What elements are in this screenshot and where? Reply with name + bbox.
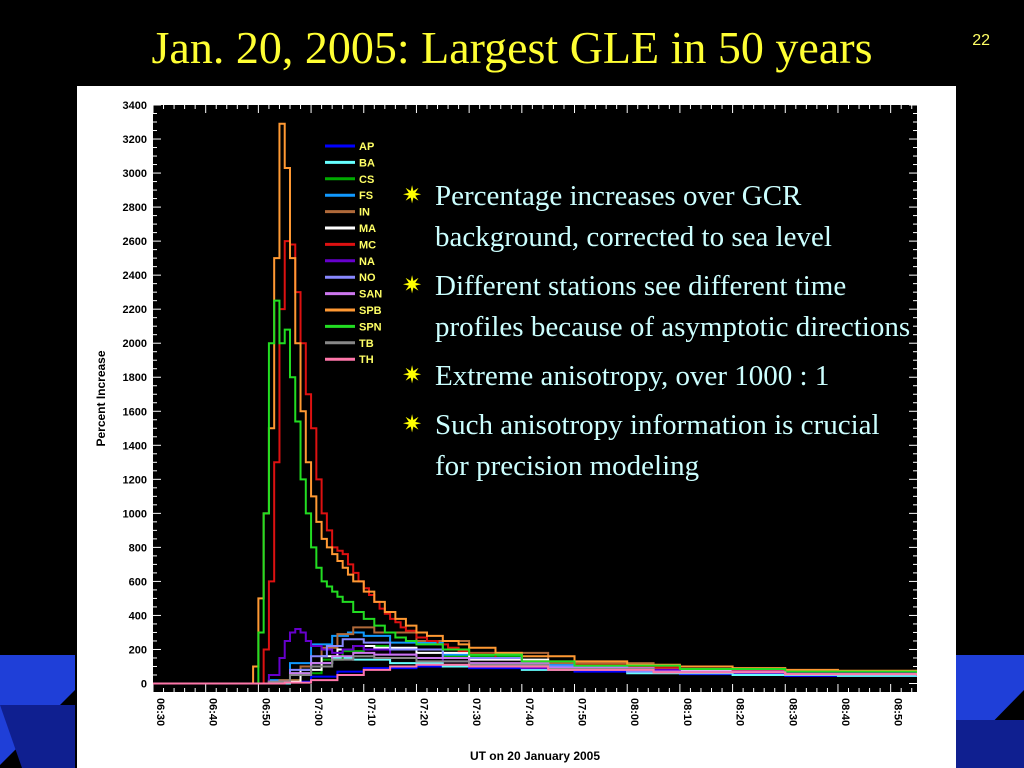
- x-tick-label: 07:40: [523, 698, 535, 726]
- star-bullet-icon: ✷: [402, 363, 423, 389]
- bullet-list: ✷ Percentage increases over GCR backgrou…: [400, 176, 920, 495]
- x-tick-label: 07:50: [576, 698, 588, 726]
- series-line-spn: [153, 299, 917, 685]
- y-tick-label: 2600: [123, 236, 147, 248]
- x-tick-label: 06:40: [207, 698, 219, 726]
- x-tick-label: 06:30: [154, 698, 166, 726]
- x-tick-label: 07:10: [365, 698, 377, 726]
- legend-label-ma: MA: [359, 223, 376, 235]
- y-tick-label: 1200: [123, 474, 147, 486]
- bullet-text: Different stations see different time pr…: [435, 270, 911, 343]
- y-axis-label: Percent Increase: [94, 350, 108, 446]
- y-tick-label: 3400: [123, 100, 147, 112]
- legend-label-ap: AP: [359, 141, 374, 153]
- bullet-text: Such anisotropy information is crucial f…: [435, 409, 880, 482]
- x-tick-label: 08:40: [839, 698, 851, 726]
- y-tick-label: 2800: [123, 202, 147, 214]
- bullet-text: Extreme anisotropy, over 1000 : 1: [435, 360, 830, 392]
- bullet-item: ✷ Percentage increases over GCR backgrou…: [400, 176, 920, 258]
- y-tick-label: 1800: [123, 372, 147, 384]
- legend-label-spn: SPN: [359, 321, 382, 333]
- y-tick-label: 1000: [123, 508, 147, 520]
- legend-label-tb: TB: [359, 338, 374, 350]
- legend-label-fs: FS: [359, 190, 373, 202]
- gle-chart: 0 200 400 600 800 1000 1200 1400 1600 1800 2000 220…: [94, 100, 917, 763]
- series-line-th: [153, 663, 917, 685]
- x-tick-label: 07:00: [312, 698, 324, 726]
- series-line-spb: [153, 122, 917, 685]
- star-bullet-icon: ✷: [402, 412, 423, 438]
- star-bullet-icon: ✷: [402, 273, 423, 299]
- chart-panel: 0 200 400 600 800 1000 1200 1400 1600 1800 2000 220…: [77, 86, 956, 768]
- y-tick-label: 400: [129, 610, 147, 622]
- bullet-item: ✷ Such anisotropy information is crucial…: [400, 405, 920, 487]
- legend-label-cs: CS: [359, 174, 374, 186]
- legend-label-th: TH: [359, 354, 374, 366]
- x-axis-label: UT on 20 January 2005: [470, 749, 600, 763]
- slide-number: 22: [972, 32, 990, 49]
- legend-label-mc: MC: [359, 239, 376, 251]
- legend-label-in: IN: [359, 207, 370, 219]
- y-tick-label: 200: [129, 644, 147, 656]
- bullet-item: ✷ Different stations see different time …: [400, 266, 920, 348]
- y-tick-label: 2400: [123, 270, 147, 282]
- x-tick-label: 07:20: [417, 698, 429, 726]
- legend-label-na: NA: [359, 256, 375, 268]
- y-tick-label: 3200: [123, 134, 147, 146]
- x-tick-label: 08:50: [892, 698, 904, 726]
- y-tick-label: 800: [129, 542, 147, 554]
- legend-label-san: SAN: [359, 289, 382, 301]
- slide-title: Jan. 20, 2005: Largest GLE in 50 years: [151, 22, 873, 73]
- bullet-item: ✷ Extreme anisotropy, over 1000 : 1: [400, 356, 920, 397]
- y-tick-label: 2000: [123, 338, 147, 350]
- legend-label-spb: SPB: [359, 305, 382, 317]
- x-tick-label: 06:50: [259, 698, 271, 726]
- x-tick-label: 08:20: [734, 698, 746, 726]
- y-tick-label: 1600: [123, 406, 147, 418]
- y-tick-label: 600: [129, 576, 147, 588]
- y-tick-label: 0: [141, 678, 147, 690]
- x-tick-label: 08:00: [628, 698, 640, 726]
- legend-label-ba: BA: [359, 157, 375, 169]
- star-bullet-icon: ✷: [402, 183, 423, 209]
- y-tick-label: 3000: [123, 168, 147, 180]
- legend-label-no: NO: [359, 272, 376, 284]
- x-tick-label: 08:10: [681, 698, 693, 726]
- y-tick-label: 2200: [123, 304, 147, 316]
- y-tick-label: 1400: [123, 440, 147, 452]
- x-tick-label: 07:30: [470, 698, 482, 726]
- bullet-text: Percentage increases over GCR background…: [435, 180, 832, 253]
- x-tick-label: 08:30: [786, 698, 798, 726]
